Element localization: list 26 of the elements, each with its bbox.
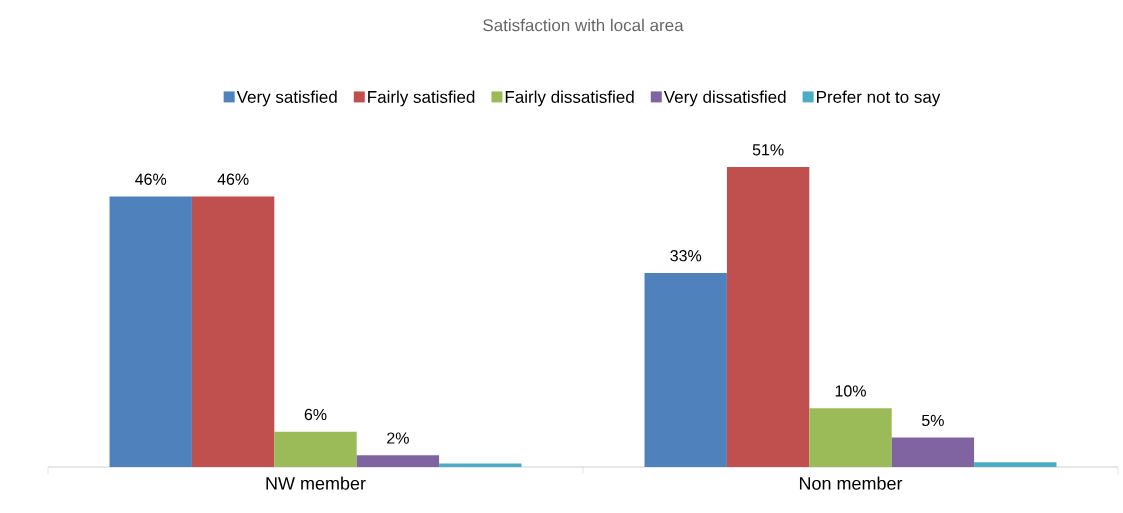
x-tick-label: Non member xyxy=(799,476,903,490)
legend-label: Fairly satisfied xyxy=(368,90,475,107)
bar xyxy=(109,196,192,467)
bar xyxy=(809,408,892,467)
bar xyxy=(274,431,357,467)
legend-label: Very satisfied xyxy=(236,90,337,107)
bar xyxy=(644,272,727,467)
bar xyxy=(191,196,275,467)
legend-label: Very dissatisfied xyxy=(663,90,786,107)
data-label: 33% xyxy=(670,250,702,262)
bar xyxy=(439,463,522,467)
data-label: 2% xyxy=(387,432,409,444)
x-tick-label: NW member xyxy=(266,476,366,490)
chart-title: Satisfaction with local area xyxy=(483,18,684,32)
bar xyxy=(891,437,975,467)
data-label: 46% xyxy=(135,173,167,185)
data-label: 51% xyxy=(752,144,784,156)
data-label: 10% xyxy=(835,385,866,397)
bar xyxy=(726,167,810,467)
data-label: 5% xyxy=(921,414,944,427)
legend-label: Prefer not to say xyxy=(817,90,941,107)
bar xyxy=(356,455,440,467)
data-label: 6% xyxy=(304,408,327,421)
bar xyxy=(974,462,1057,467)
legend-label: Fairly dissatisfied xyxy=(505,90,634,107)
data-label: 46% xyxy=(217,173,249,185)
